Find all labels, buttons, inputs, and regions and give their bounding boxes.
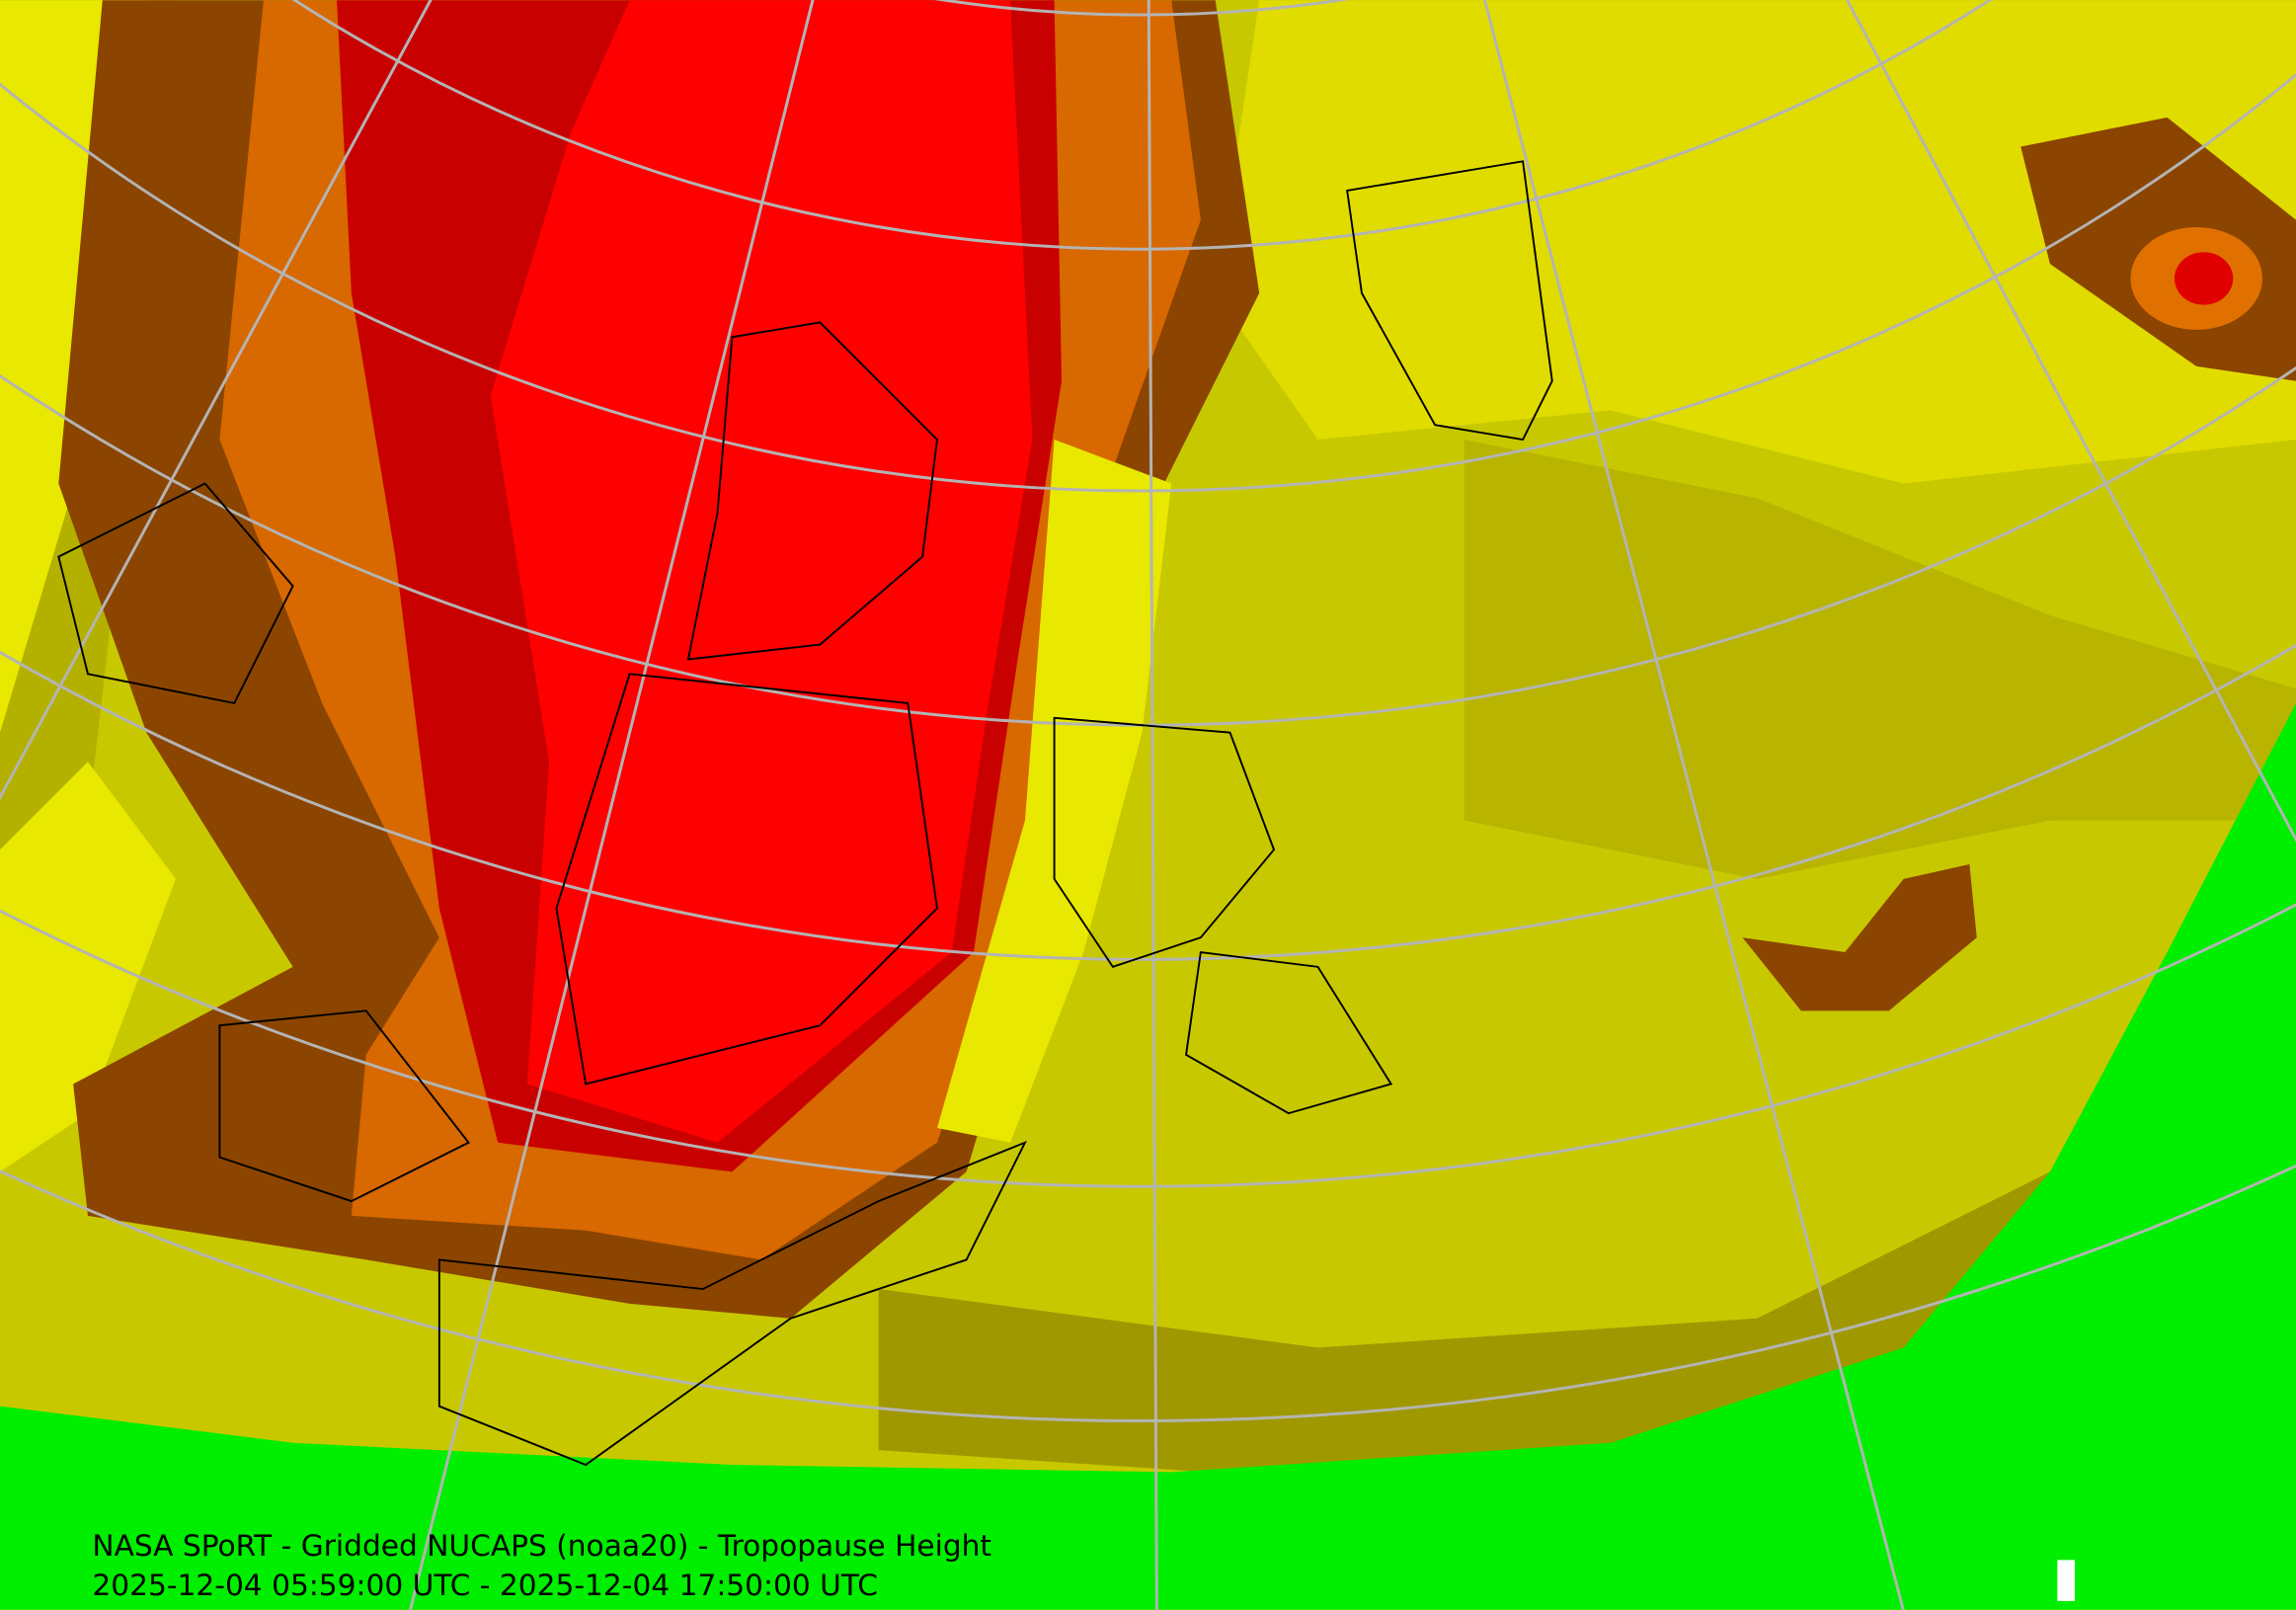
subtitle: 2025-12-04 05:59:00 UTC - 2025-12-04 17:… — [92, 1568, 878, 1602]
coastlines — [57, 160, 1553, 1467]
title: NASA SPoRT - Gridded NUCAPS (noaa20) - T… — [92, 1528, 991, 1563]
